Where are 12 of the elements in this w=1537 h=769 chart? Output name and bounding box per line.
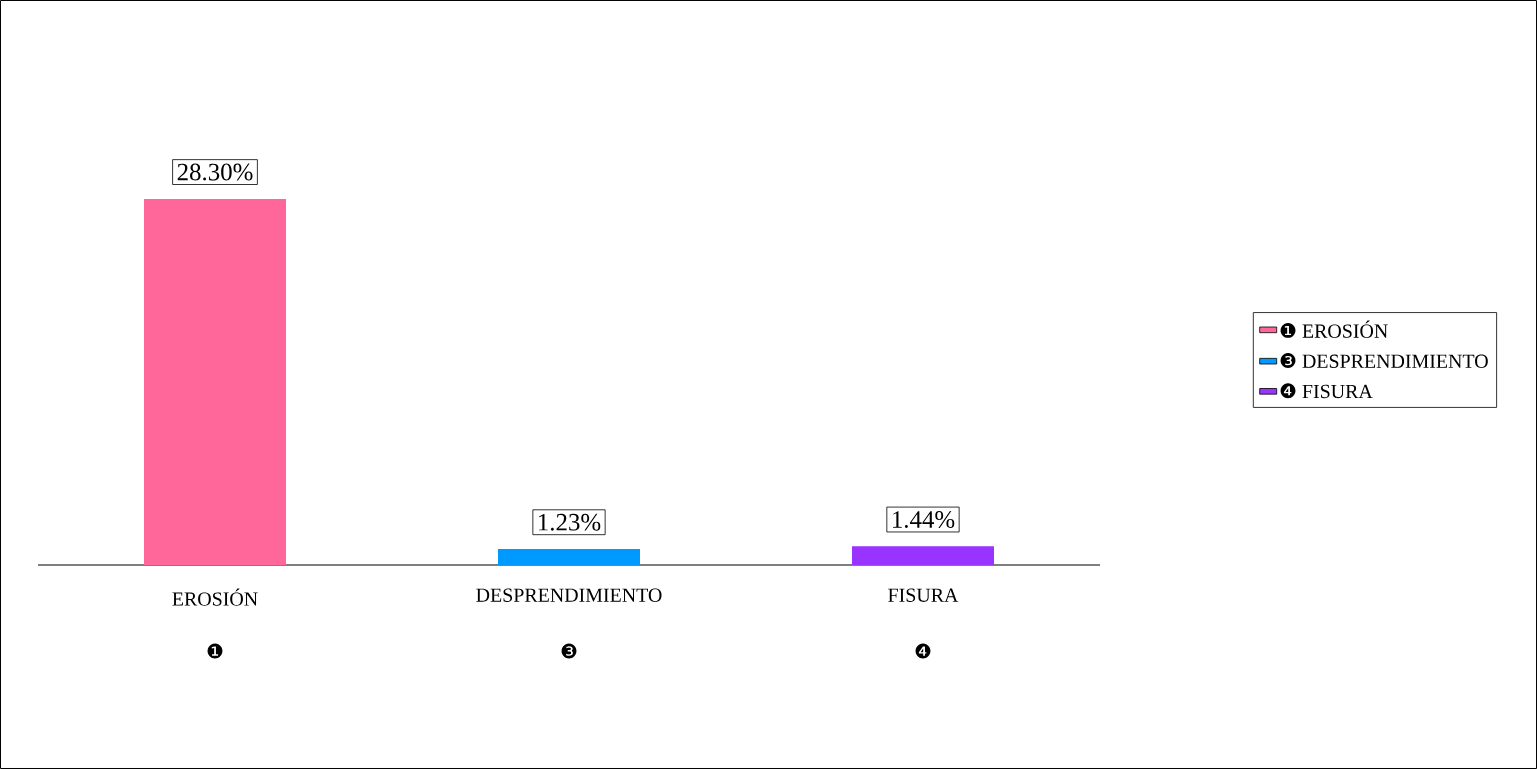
text: ❸ (561, 643, 577, 659)
text: ❶ (207, 643, 223, 659)
data-label: 1.44% (893, 511, 955, 528)
x-tick-label: DESPRENDIMIENTO (476, 588, 662, 602)
data-label: 28.30% (177, 163, 253, 181)
text: ❹ (915, 643, 931, 659)
legend-label: ❶ EROSIÓN (1280, 320, 1388, 338)
legend-label: ❹ FISURA (1280, 383, 1373, 399)
data-label: 1.23% (539, 513, 601, 531)
x-tick-label: EROSIÓN (172, 588, 258, 606)
legend-label: ❸ DESPRENDIMIENTO (1280, 353, 1488, 368)
x-tick-label: FISURA (888, 588, 959, 602)
